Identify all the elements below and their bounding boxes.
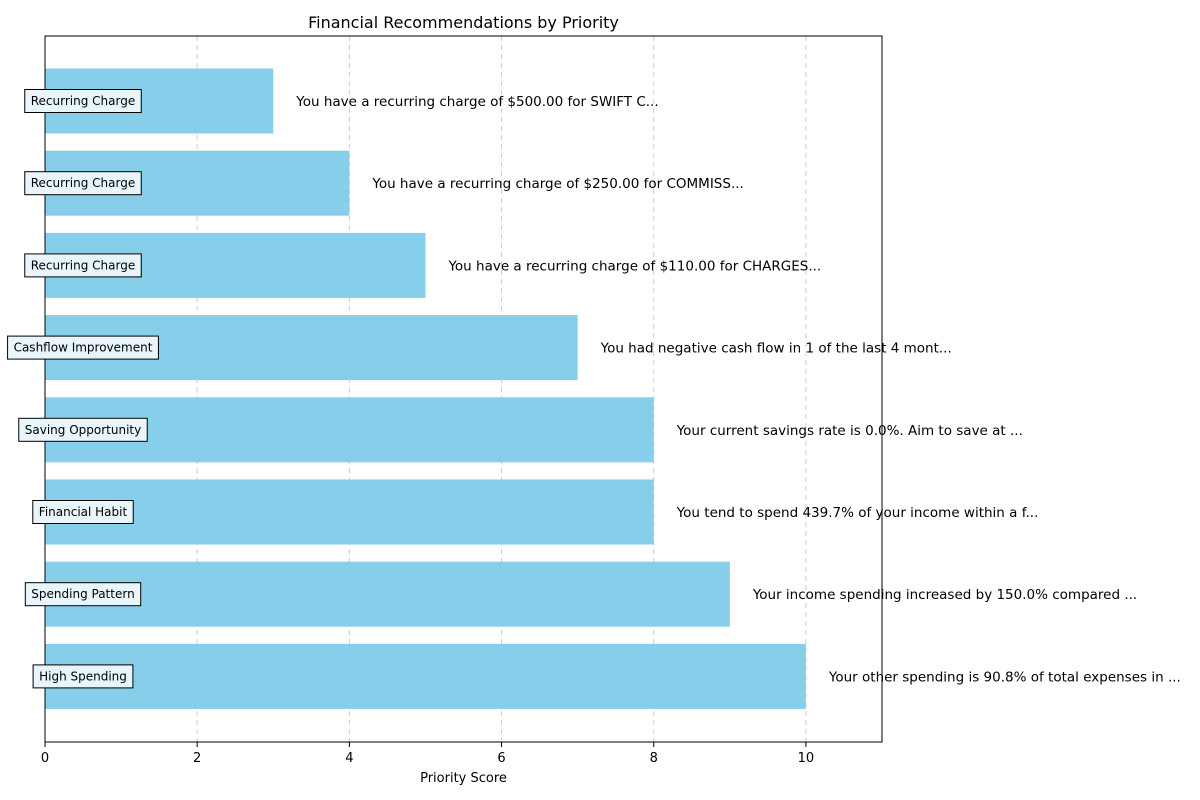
category-label-text: Financial Habit	[39, 505, 128, 519]
grid-lines	[44, 36, 807, 742]
category-label-box	[18, 417, 148, 442]
x-axis-label: Priority Score	[420, 771, 507, 786]
category-label-text: Spending Pattern	[31, 587, 134, 601]
bar-message: Your other spending is 90.8% of total ex…	[828, 669, 1181, 685]
category-label-box	[7, 335, 159, 360]
bar-message: Your current savings rate is 0.0%. Aim t…	[676, 423, 1023, 439]
category-label-text: Saving Opportunity	[25, 423, 141, 437]
chart-title: Financial Recommendations by Priority	[308, 13, 619, 32]
category-label-box	[32, 664, 134, 689]
plot-frame	[44, 35, 883, 743]
category-label-box	[24, 253, 142, 278]
category-label: Saving Opportunity	[18, 417, 148, 442]
x-tick-label: 0	[41, 751, 49, 766]
x-tick-label: 10	[798, 751, 815, 766]
category-label: Recurring Charge	[24, 253, 142, 278]
bar-message: Your income spending increased by 150.0%…	[752, 587, 1137, 603]
category-label-text: Recurring Charge	[31, 258, 135, 272]
category-label-box	[24, 89, 142, 113]
category-label-text: Recurring Charge	[31, 94, 135, 108]
bar	[45, 561, 730, 627]
category-label-box	[24, 582, 142, 607]
category-label: High Spending	[32, 664, 134, 689]
x-axis-ticks: 0 2 4 6 8 10	[41, 742, 814, 766]
bar-message: You have a recurring charge of $500.00 f…	[295, 94, 658, 110]
category-label: Recurring Charge	[24, 89, 142, 113]
category-label: Financial Habit	[32, 500, 134, 524]
bar	[45, 479, 654, 545]
x-tick-label: 8	[650, 751, 658, 766]
bar-message: You have a recurring charge of $110.00 f…	[447, 258, 821, 274]
category-label-text: High Spending	[39, 669, 127, 683]
category-label-text: Recurring Charge	[31, 176, 135, 190]
category-label-box	[24, 171, 142, 196]
category-labels: Recurring Charge Recurring Charge Recurrin…	[7, 89, 159, 689]
category-label-text: Cashflow Improvement	[14, 341, 153, 355]
bar-message: You tend to spend 439.7% of your income …	[676, 505, 1039, 521]
bars	[45, 68, 806, 709]
category-label-box	[32, 500, 134, 524]
category-label: Cashflow Improvement	[7, 335, 159, 360]
x-tick-label: 2	[193, 751, 201, 766]
bar-message: You had negative cash flow in 1 of the l…	[600, 341, 952, 357]
bar	[45, 643, 806, 709]
x-tick-label: 6	[497, 751, 505, 766]
bar-message: You have a recurring charge of $250.00 f…	[371, 176, 743, 192]
bar-messages: You have a recurring charge of $500.00 f…	[295, 94, 1181, 685]
x-tick-label: 4	[345, 751, 353, 766]
category-label: Spending Pattern	[24, 582, 142, 607]
category-label: Recurring Charge	[24, 171, 142, 196]
